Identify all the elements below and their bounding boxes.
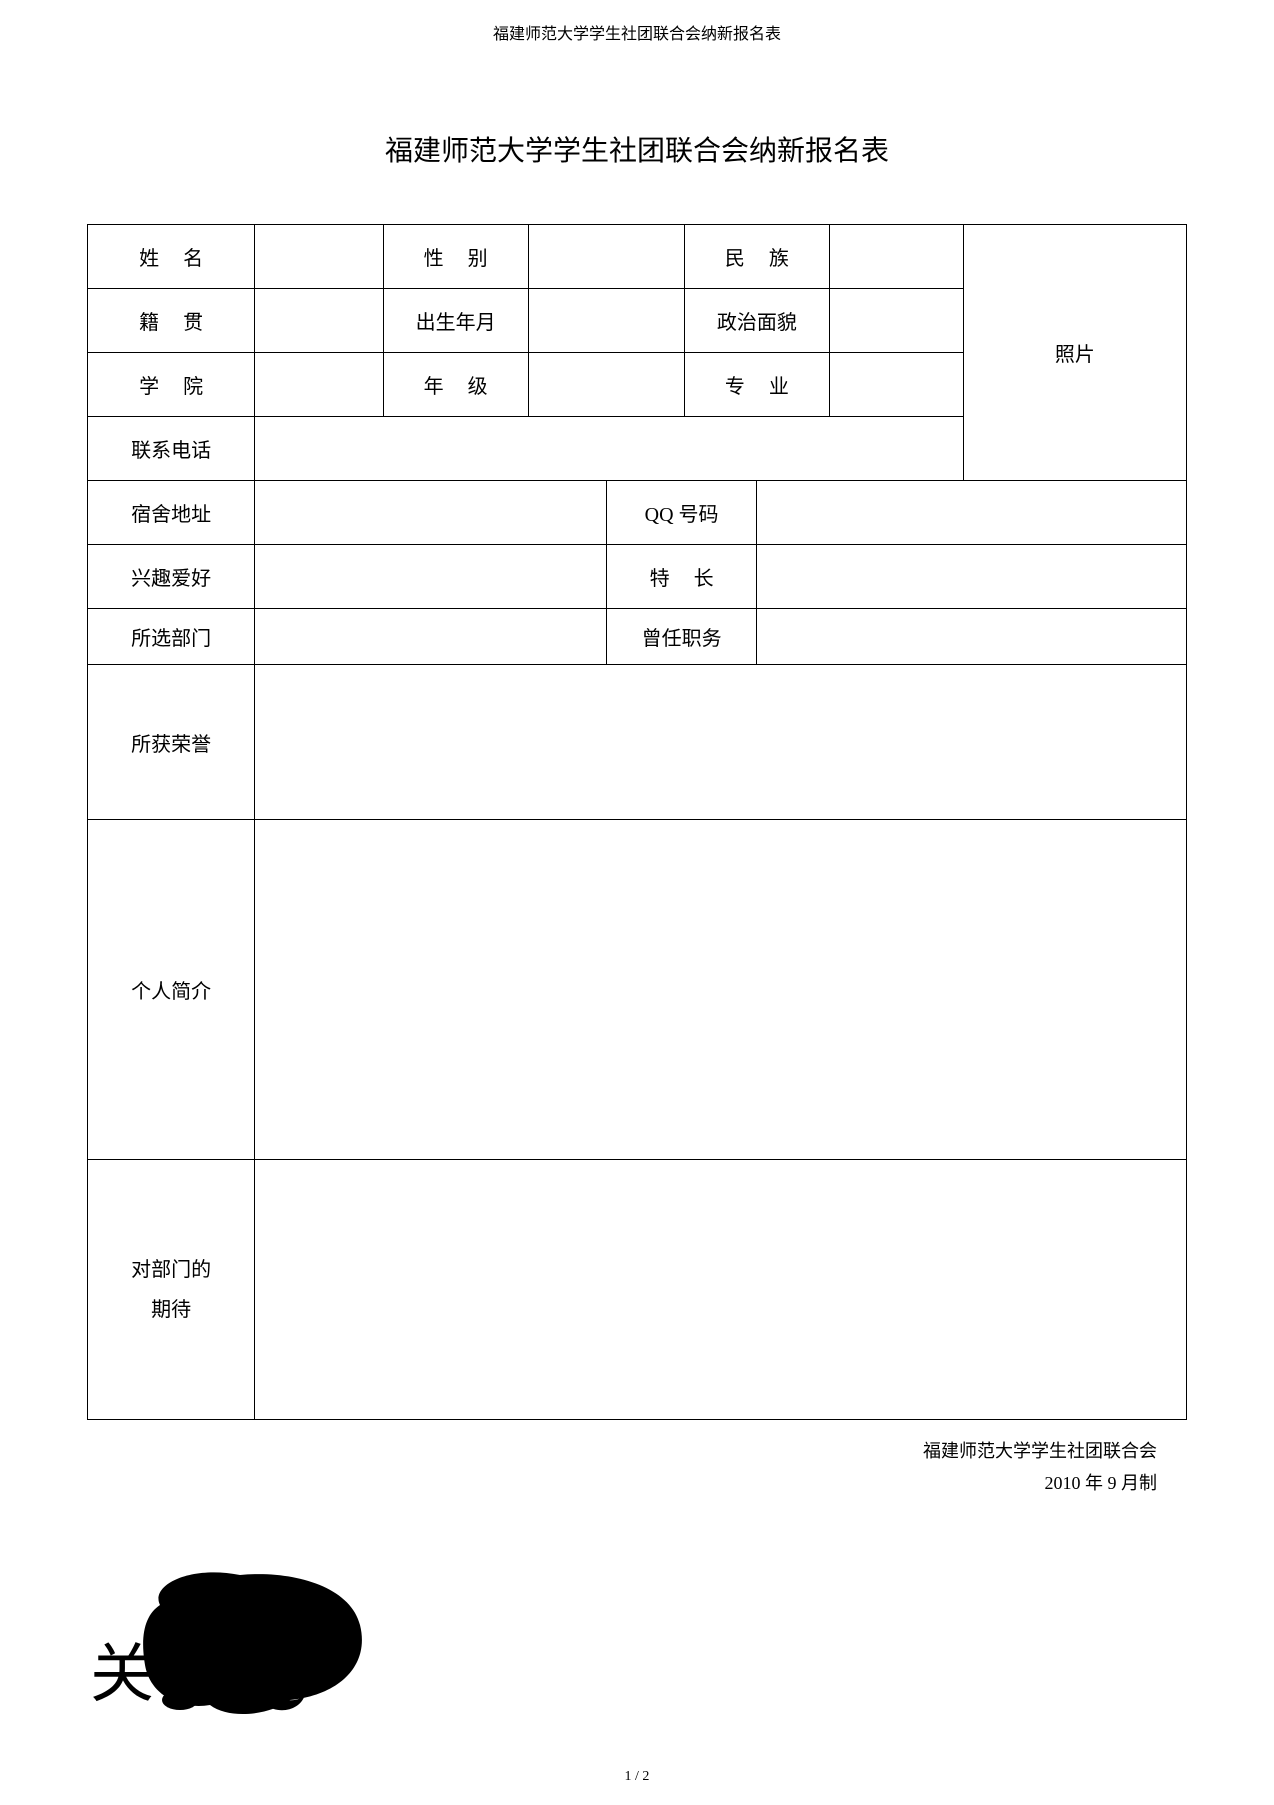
- major-value: [829, 353, 963, 417]
- bio-label: 个人简介: [88, 820, 255, 1160]
- gender-label: 性别: [383, 225, 528, 289]
- political-value: [829, 289, 963, 353]
- form-container: 姓名 性别 民族 照片 籍贯 出生年月 政治面貌 学院 年级 专业: [87, 224, 1187, 1420]
- honors-value: [255, 665, 1187, 820]
- grade-value: [528, 353, 684, 417]
- bio-value: [255, 820, 1187, 1160]
- major-label: 专业: [684, 353, 829, 417]
- name-value: [255, 225, 383, 289]
- origin-label: 籍贯: [88, 289, 255, 353]
- footer-org: 福建师范大学学生社团联合会: [87, 1435, 1157, 1467]
- dorm-value: [255, 481, 606, 545]
- expectation-value: [255, 1160, 1187, 1420]
- form-title: 福建师范大学学生社团联合会纳新报名表: [0, 129, 1274, 169]
- qq-value: [757, 481, 1187, 545]
- grade-label: 年级: [383, 353, 528, 417]
- position-value: [757, 609, 1187, 665]
- specialty-label: 特长: [606, 545, 757, 609]
- expectation-label: 对部门的 期待: [88, 1160, 255, 1420]
- position-label: 曾任职务: [606, 609, 757, 665]
- ethnicity-label: 民族: [684, 225, 829, 289]
- dorm-label: 宿舍地址: [88, 481, 255, 545]
- qq-label: QQ 号码: [606, 481, 757, 545]
- political-label: 政治面貌: [684, 289, 829, 353]
- origin-value: [255, 289, 383, 353]
- hobby-label: 兴趣爱好: [88, 545, 255, 609]
- ink-blot-icon: [90, 1555, 380, 1725]
- ink-mark: 关: [90, 1555, 380, 1725]
- footer-date: 2010 年 9 月制: [87, 1467, 1157, 1499]
- name-label: 姓名: [88, 225, 255, 289]
- registration-form-table: 姓名 性别 民族 照片 籍贯 出生年月 政治面貌 学院 年级 专业: [87, 224, 1187, 1420]
- photo-cell: 照片: [963, 225, 1186, 481]
- footer-block: 福建师范大学学生社团联合会 2010 年 9 月制: [87, 1435, 1187, 1500]
- hobby-value: [255, 545, 606, 609]
- department-value: [255, 609, 606, 665]
- phone-value: [255, 417, 963, 481]
- page-number: 1 / 2: [0, 1769, 1274, 1785]
- page-header: 福建师范大学学生社团联合会纳新报名表: [0, 0, 1274, 44]
- ethnicity-value: [829, 225, 963, 289]
- college-label: 学院: [88, 353, 255, 417]
- department-label: 所选部门: [88, 609, 255, 665]
- specialty-value: [757, 545, 1187, 609]
- honors-label: 所获荣誉: [88, 665, 255, 820]
- college-value: [255, 353, 383, 417]
- dob-label: 出生年月: [383, 289, 528, 353]
- header-text: 福建师范大学学生社团联合会纳新报名表: [493, 26, 781, 43]
- gender-value: [528, 225, 684, 289]
- phone-label: 联系电话: [88, 417, 255, 481]
- dob-value: [528, 289, 684, 353]
